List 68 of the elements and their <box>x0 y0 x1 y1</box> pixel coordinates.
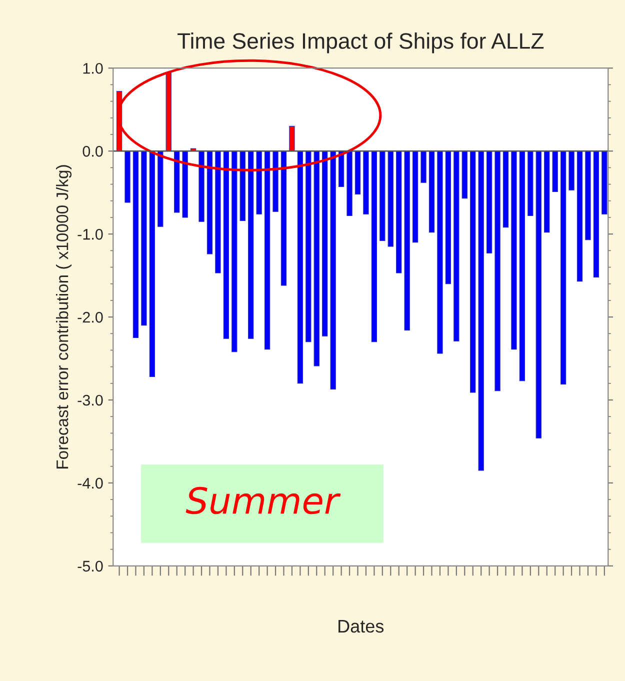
bar <box>354 150 361 194</box>
bar <box>454 150 460 342</box>
bar <box>174 150 180 213</box>
bar <box>248 150 254 339</box>
bar <box>240 150 246 222</box>
y-axis-title: Forecast error contribution ( x10000 J/kg) <box>56 165 72 468</box>
bar <box>462 150 468 199</box>
bar <box>198 150 204 222</box>
y-tick-label: 1.0 <box>83 62 103 74</box>
y-tick-label: -3.0 <box>78 394 103 406</box>
bar <box>124 150 130 203</box>
bar <box>256 150 262 214</box>
bar <box>346 150 352 216</box>
bar <box>576 150 583 282</box>
bar <box>289 126 295 152</box>
y-tick-label: -2.0 <box>78 312 103 323</box>
y-tick-label: -5.0 <box>78 560 103 572</box>
bar <box>445 150 452 284</box>
bar <box>371 150 378 342</box>
bar <box>297 150 304 384</box>
bar <box>182 150 188 218</box>
annotation: Summer <box>186 486 341 514</box>
bar <box>536 150 542 438</box>
bar <box>322 150 328 336</box>
bar <box>585 150 591 240</box>
bar <box>552 150 558 192</box>
bar <box>478 150 484 471</box>
bar <box>132 150 139 338</box>
bar <box>141 150 147 326</box>
bar <box>149 150 156 378</box>
bar <box>232 150 238 352</box>
bar <box>223 150 230 339</box>
y-tick-label: -1.0 <box>78 228 103 240</box>
bar <box>363 150 369 214</box>
y-tick-label: -4.0 <box>78 478 103 489</box>
bar <box>404 150 410 331</box>
bar <box>396 150 402 274</box>
bar <box>314 150 320 366</box>
bar <box>528 150 534 216</box>
bar <box>206 150 213 254</box>
bar <box>560 150 566 384</box>
bar <box>412 150 418 243</box>
bar <box>511 150 517 350</box>
bar <box>519 150 526 382</box>
chart-title: Time Series Impact of Ships for ALLZ <box>178 32 544 54</box>
bar <box>544 150 550 233</box>
bar <box>502 150 509 228</box>
bar <box>420 150 426 183</box>
y-tick-label: 0.0 <box>82 146 103 157</box>
bar <box>380 150 386 241</box>
bar <box>215 150 221 274</box>
bar <box>388 150 394 247</box>
bar <box>494 150 500 392</box>
bar <box>486 150 492 254</box>
bar <box>568 150 574 190</box>
bar <box>593 150 600 278</box>
bar <box>166 72 172 152</box>
bar <box>330 150 336 390</box>
bar <box>470 150 476 393</box>
x-axis-title: Dates <box>338 620 384 633</box>
bar <box>264 150 270 350</box>
bar <box>602 150 608 214</box>
bar <box>306 150 312 342</box>
bar <box>437 150 443 354</box>
bar <box>428 150 435 233</box>
bar <box>158 150 164 227</box>
bar <box>272 150 278 212</box>
bar <box>280 150 287 286</box>
